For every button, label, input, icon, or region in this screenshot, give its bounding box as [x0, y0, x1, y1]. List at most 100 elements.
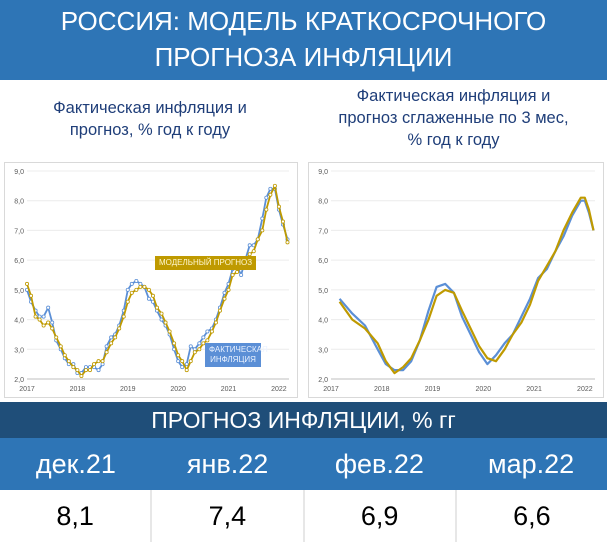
y-tick-label: 8,0: [318, 199, 328, 206]
model-point: [87, 368, 92, 373]
actual-inflation-text: ФАКТИЧЕСКАЯ ИНФЛЯЦИЯ: [209, 345, 268, 364]
left-chart-subtitle: Фактическая инфляция и прогноз, % год к …: [0, 97, 300, 141]
model-point: [113, 335, 118, 340]
model-point: [37, 317, 42, 322]
y-tick-label: 9,0: [14, 169, 24, 176]
x-tick-label: 2020: [170, 386, 186, 393]
actual-inflation-label: ФАКТИЧЕСКАЯ ИНФЛЯЦИЯ: [205, 343, 268, 367]
model-point: [96, 359, 101, 364]
model-point: [167, 329, 172, 334]
forecast-value: 6,6: [456, 490, 607, 542]
forecast-values-row: 8,1 7,4 6,9 6,6: [0, 490, 607, 542]
actual-point: [197, 341, 202, 346]
actual-point: [222, 290, 227, 295]
x-tick-label: 2020: [476, 386, 492, 393]
model-point: [41, 323, 46, 328]
actual-point: [125, 287, 130, 292]
model-point: [209, 329, 214, 334]
page-title-line1: РОССИЯ: МОДЕЛЬ КРАТКОСРОЧНОГО: [60, 6, 547, 36]
actual-point: [41, 314, 46, 319]
y-tick-label: 4,0: [14, 318, 24, 325]
y-tick-label: 4,0: [318, 318, 328, 325]
left-subtitle-line1: Фактическая инфляция и: [53, 99, 247, 117]
actual-point: [247, 243, 252, 248]
y-tick-label: 9,0: [318, 169, 328, 176]
model-point: [205, 338, 210, 343]
y-tick-label: 2,0: [318, 377, 328, 384]
model-point: [247, 252, 252, 257]
model-point: [172, 341, 177, 346]
forecast-months-row: дек.21 янв.22 фев.22 мар.22: [0, 438, 607, 490]
model-point: [272, 183, 277, 188]
actual-point: [96, 368, 101, 373]
right-chart-subtitle: Фактическая инфляция и прогноз сглаженны…: [300, 85, 607, 151]
model-point: [33, 314, 38, 319]
x-tick-label: 2018: [374, 386, 390, 393]
x-tick-label: 2022: [271, 386, 287, 393]
y-tick-label: 3,0: [14, 347, 24, 354]
model-point: [129, 290, 134, 295]
model-point: [125, 299, 130, 304]
left-chart: 2,0 3,0 4,0 5,0 6,0 7,0 8,0 9,0 2017 2018 2019 2020…: [4, 162, 298, 398]
model-point: [66, 359, 71, 364]
model-point: [197, 347, 202, 352]
forecast-month: дек.21: [35, 449, 116, 479]
x-tick-label: 2017: [19, 386, 35, 393]
model-point: [201, 341, 206, 346]
model-forecast-text: МОДЕЛЬНЫЙ ПРОГНОЗ: [159, 258, 253, 267]
model-point: [176, 353, 181, 358]
left-chart-svg: 2,0 3,0 4,0 5,0 6,0 7,0 8,0 9,0 2017 2018 2019 2020…: [14, 169, 290, 393]
model-point: [285, 240, 290, 245]
actual-point: [264, 195, 269, 200]
page-header: РОССИЯ: МОДЕЛЬ КРАТКОСРОЧНОГО ПРОГНОЗА И…: [0, 0, 607, 80]
x-tick-label: 2018: [70, 386, 86, 393]
y-tick-label: 5,0: [14, 288, 24, 295]
x-tick-label: 2019: [425, 386, 441, 393]
actual-point: [239, 273, 244, 278]
model-point: [50, 326, 55, 331]
actual-point: [260, 216, 265, 221]
forecast-value: 6,9: [304, 490, 457, 542]
actual-point: [268, 186, 273, 191]
model-point: [264, 207, 269, 212]
model-point: [46, 320, 51, 325]
model-point: [29, 293, 34, 298]
model-point: [62, 353, 67, 358]
x-tick-label: 2021: [526, 386, 542, 393]
model-point: [121, 314, 126, 319]
actual-point: [176, 359, 181, 364]
model-point: [79, 374, 84, 379]
model-point: [75, 368, 80, 373]
model-point: [163, 320, 168, 325]
x-tick-label: 2022: [577, 386, 593, 393]
forecast-month: янв.22: [186, 449, 269, 479]
model-point: [260, 228, 265, 233]
model-point: [230, 273, 235, 278]
y-tick-label: 8,0: [14, 199, 24, 206]
model-point: [142, 284, 147, 289]
model-forecast-line: [338, 196, 595, 375]
page-title-line2: ПРОГНОЗА ИНФЛЯЦИИ: [154, 42, 453, 72]
model-point: [58, 344, 63, 349]
model-point: [222, 296, 227, 301]
model-point: [235, 270, 240, 275]
y-tick-label: 6,0: [14, 258, 24, 265]
right-subtitle-line3: % год к году: [407, 131, 500, 149]
model-point: [54, 335, 59, 340]
model-point: [188, 359, 193, 364]
x-tick-label: 2019: [120, 386, 136, 393]
x-tick-label: 2017: [323, 386, 339, 393]
actual-point: [188, 344, 193, 349]
model-point: [180, 359, 185, 364]
forecast-title: ПРОГНОЗ ИНФЛЯЦИИ, % гг: [0, 402, 607, 438]
y-tick-label: 2,0: [14, 377, 24, 384]
actual-point: [129, 281, 134, 286]
model-point: [138, 284, 143, 289]
model-point: [134, 287, 139, 292]
y-tick-label: 7,0: [14, 228, 24, 235]
actual-point: [201, 335, 206, 340]
model-point: [268, 192, 273, 197]
left-subtitle-line2: прогноз, % год к году: [69, 121, 231, 139]
model-point: [213, 320, 218, 325]
model-point: [83, 368, 88, 373]
